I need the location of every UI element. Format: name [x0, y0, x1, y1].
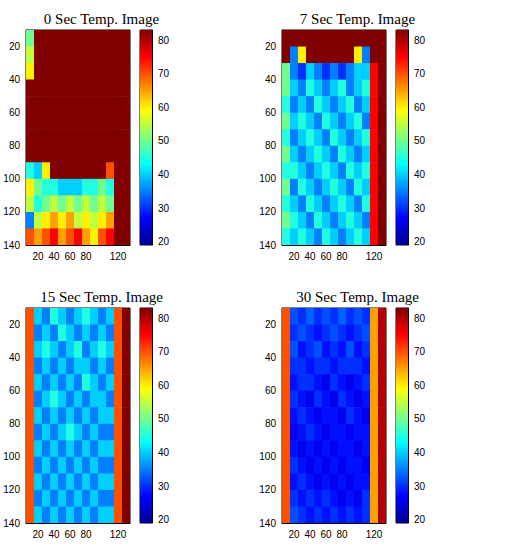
svg-text:80: 80 — [336, 529, 348, 540]
svg-text:80: 80 — [265, 418, 277, 429]
svg-text:30 Sec Temp. Image: 30 Sec Temp. Image — [296, 289, 419, 305]
svg-text:0 Sec Temp. Image: 0 Sec Temp. Image — [44, 11, 160, 27]
svg-text:20: 20 — [32, 251, 44, 262]
svg-text:120: 120 — [366, 251, 383, 262]
svg-text:120: 120 — [366, 529, 383, 540]
svg-text:80: 80 — [158, 313, 170, 324]
svg-text:20: 20 — [288, 251, 300, 262]
svg-text:60: 60 — [64, 251, 76, 262]
svg-text:40: 40 — [414, 447, 426, 458]
svg-text:70: 70 — [158, 68, 170, 79]
svg-text:140: 140 — [3, 518, 20, 529]
svg-text:20: 20 — [288, 529, 300, 540]
svg-text:60: 60 — [9, 107, 21, 118]
svg-text:40: 40 — [48, 529, 60, 540]
svg-text:50: 50 — [414, 413, 426, 424]
svg-text:80: 80 — [80, 251, 92, 262]
svg-text:120: 120 — [110, 529, 127, 540]
svg-text:40: 40 — [9, 352, 21, 363]
svg-text:20: 20 — [414, 236, 426, 247]
svg-text:40: 40 — [48, 251, 60, 262]
svg-text:30: 30 — [414, 203, 426, 214]
svg-text:120: 120 — [110, 251, 127, 262]
svg-text:60: 60 — [265, 107, 277, 118]
svg-text:40: 40 — [265, 74, 277, 85]
svg-text:100: 100 — [3, 451, 20, 462]
svg-text:100: 100 — [259, 451, 276, 462]
svg-text:60: 60 — [414, 380, 426, 391]
svg-text:80: 80 — [9, 140, 21, 151]
svg-text:30: 30 — [158, 203, 170, 214]
svg-text:70: 70 — [414, 68, 426, 79]
svg-text:140: 140 — [259, 518, 276, 529]
svg-text:80: 80 — [414, 35, 426, 46]
svg-text:120: 120 — [259, 484, 276, 495]
svg-text:80: 80 — [414, 313, 426, 324]
svg-text:7 Sec Temp. Image: 7 Sec Temp. Image — [300, 11, 416, 27]
svg-text:60: 60 — [158, 380, 170, 391]
svg-text:40: 40 — [304, 251, 316, 262]
svg-text:80: 80 — [158, 35, 170, 46]
svg-text:20: 20 — [158, 236, 170, 247]
svg-text:20: 20 — [265, 319, 277, 330]
svg-text:30: 30 — [414, 481, 426, 492]
svg-text:20: 20 — [9, 319, 21, 330]
svg-text:60: 60 — [414, 102, 426, 113]
svg-text:80: 80 — [9, 418, 21, 429]
svg-text:120: 120 — [3, 206, 20, 217]
svg-text:20: 20 — [265, 41, 277, 52]
svg-text:60: 60 — [158, 102, 170, 113]
svg-text:50: 50 — [414, 135, 426, 146]
svg-text:40: 40 — [304, 529, 316, 540]
svg-text:100: 100 — [259, 173, 276, 184]
svg-text:70: 70 — [414, 346, 426, 357]
svg-text:100: 100 — [3, 173, 20, 184]
svg-text:120: 120 — [3, 484, 20, 495]
svg-text:120: 120 — [259, 206, 276, 217]
svg-text:20: 20 — [32, 529, 44, 540]
svg-text:40: 40 — [158, 447, 170, 458]
svg-text:70: 70 — [158, 346, 170, 357]
svg-text:140: 140 — [259, 240, 276, 251]
svg-text:140: 140 — [3, 240, 20, 251]
svg-text:60: 60 — [320, 529, 332, 540]
svg-text:20: 20 — [414, 514, 426, 525]
svg-text:60: 60 — [320, 251, 332, 262]
svg-text:60: 60 — [9, 385, 21, 396]
svg-text:50: 50 — [158, 413, 170, 424]
svg-text:60: 60 — [64, 529, 76, 540]
svg-text:40: 40 — [265, 352, 277, 363]
svg-text:80: 80 — [336, 251, 348, 262]
svg-text:60: 60 — [265, 385, 277, 396]
svg-text:30: 30 — [158, 481, 170, 492]
svg-text:50: 50 — [158, 135, 170, 146]
svg-text:20: 20 — [9, 41, 21, 52]
svg-text:15 Sec Temp. Image: 15 Sec Temp. Image — [40, 289, 163, 305]
svg-text:40: 40 — [9, 74, 21, 85]
svg-text:80: 80 — [80, 529, 92, 540]
svg-text:80: 80 — [265, 140, 277, 151]
svg-text:20: 20 — [158, 514, 170, 525]
svg-text:40: 40 — [414, 169, 426, 180]
svg-text:40: 40 — [158, 169, 170, 180]
